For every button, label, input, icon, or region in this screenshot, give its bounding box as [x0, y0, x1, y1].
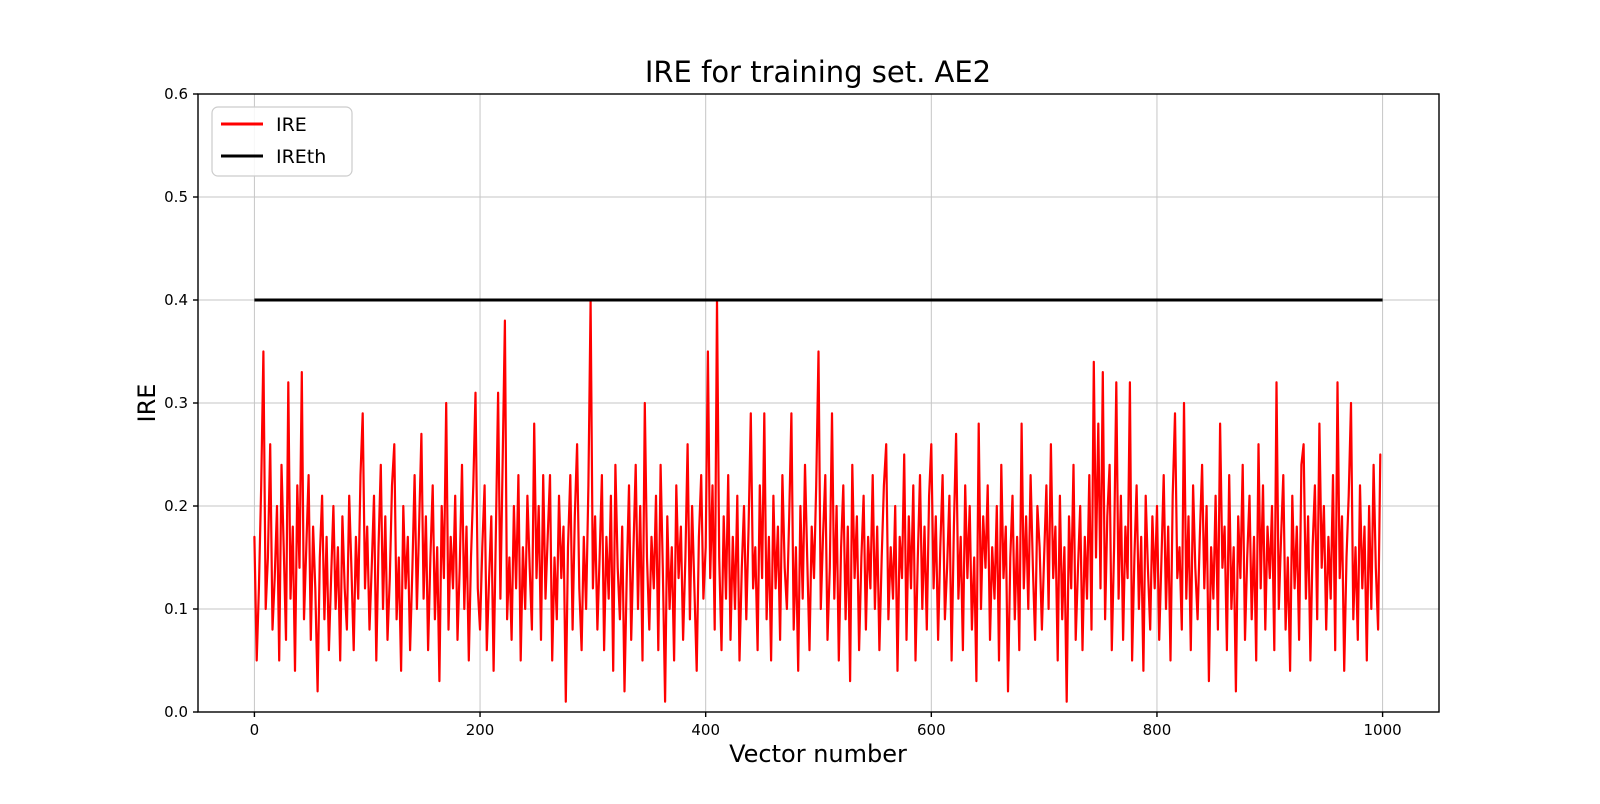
x-axis-label: Vector number: [729, 740, 907, 768]
y-tick-label: 0.3: [164, 394, 188, 412]
legend: IRE IREth: [211, 106, 353, 177]
y-tick-label: 0.0: [164, 703, 188, 721]
y-axis-label: IRE: [133, 384, 161, 423]
legend-label-ire: IRE: [276, 114, 307, 136]
y-tick-label: 0.4: [164, 291, 188, 309]
x-tick-label: 400: [691, 721, 720, 739]
x-tick-label: 200: [466, 721, 495, 739]
legend-label-ireth: IREth: [276, 146, 326, 168]
y-tick-label: 0.2: [164, 497, 188, 515]
chart-title: IRE for training set. AE2: [645, 55, 991, 89]
x-tick-label: 1000: [1363, 721, 1401, 739]
y-tick-label: 0.6: [164, 85, 188, 103]
x-tick-label: 600: [917, 721, 946, 739]
x-tick-label: 800: [1143, 721, 1172, 739]
tick-layer: 0 200 400 600 800 1000 0.0 0.1 0.2 0.3 0.4 0.5 0.6: [164, 85, 1402, 739]
x-tick-label: 0: [250, 721, 260, 739]
y-tick-label: 0.1: [164, 600, 188, 618]
series-layer: [253, 298, 1383, 703]
y-tick-label: 0.5: [164, 188, 188, 206]
data-line-ire: [253, 298, 1382, 703]
